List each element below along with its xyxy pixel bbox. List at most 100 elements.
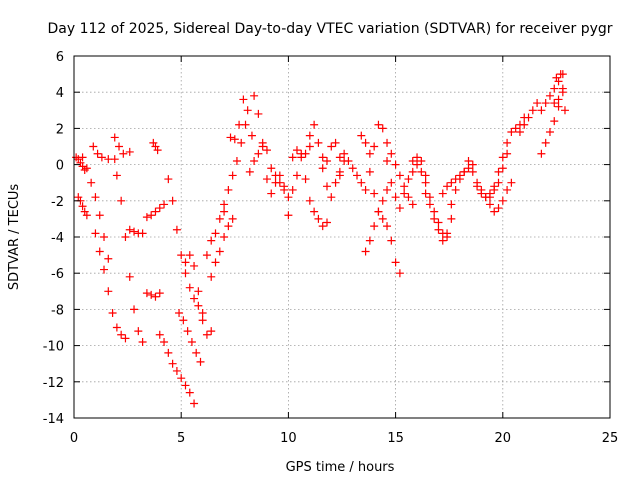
- data-point: [93, 149, 102, 158]
- data-point: [275, 171, 284, 180]
- y-tick-label: 6: [56, 50, 64, 65]
- data-point: [421, 178, 430, 187]
- data-point: [207, 236, 216, 245]
- data-point: [353, 171, 362, 180]
- data-point: [387, 236, 396, 245]
- data-point: [541, 138, 550, 147]
- data-point: [215, 247, 224, 256]
- data-point: [250, 156, 259, 165]
- data-point: [151, 207, 160, 216]
- data-point: [357, 131, 366, 140]
- data-point: [288, 153, 297, 162]
- data-point: [490, 207, 499, 216]
- data-point: [404, 175, 413, 184]
- data-point: [130, 227, 139, 236]
- data-point: [198, 309, 207, 318]
- data-point: [468, 160, 477, 169]
- data-point: [82, 211, 91, 220]
- data-point: [554, 77, 563, 86]
- data-point: [275, 178, 284, 187]
- data-point: [365, 149, 374, 158]
- data-point: [383, 156, 392, 165]
- data-point: [97, 153, 106, 162]
- data-point: [237, 138, 246, 147]
- data-point: [391, 258, 400, 267]
- data-point: [160, 337, 169, 346]
- data-point: [175, 309, 184, 318]
- data-point: [211, 229, 220, 238]
- data-point: [215, 214, 224, 223]
- data-point: [230, 135, 239, 144]
- data-point: [125, 147, 134, 156]
- data-point: [76, 158, 85, 167]
- data-point: [142, 213, 151, 222]
- data-point: [297, 149, 306, 158]
- data-point: [485, 200, 494, 209]
- data-point: [78, 153, 87, 162]
- data-points: [72, 70, 569, 408]
- data-point: [220, 200, 229, 209]
- data-point: [408, 167, 417, 176]
- x-tick-label: 20: [495, 431, 512, 446]
- data-point: [130, 305, 139, 314]
- y-tick-label: -2: [51, 195, 64, 210]
- data-point: [202, 251, 211, 260]
- data-point: [537, 149, 546, 158]
- data-point: [490, 182, 499, 191]
- data-point: [443, 229, 452, 238]
- data-point: [558, 84, 567, 93]
- data-point: [89, 142, 98, 151]
- data-point: [147, 290, 156, 299]
- data-point: [305, 131, 314, 140]
- data-point: [74, 155, 83, 164]
- data-point: [361, 185, 370, 194]
- data-point: [498, 164, 507, 173]
- data-point: [185, 251, 194, 260]
- data-point: [554, 95, 563, 104]
- data-point: [168, 196, 177, 205]
- data-point: [254, 149, 263, 158]
- data-point: [78, 162, 87, 171]
- data-point: [434, 225, 443, 234]
- data-point: [160, 200, 169, 209]
- data-point: [125, 225, 134, 234]
- data-point: [387, 149, 396, 158]
- data-point: [185, 388, 194, 397]
- chart-title: Day 112 of 2025, Sidereal Day-to-day VTE…: [47, 21, 612, 37]
- data-point: [220, 233, 229, 241]
- data-point: [155, 330, 164, 339]
- data-point: [138, 229, 147, 238]
- x-tick-label: 0: [70, 431, 78, 446]
- data-point: [438, 189, 447, 198]
- data-point: [515, 128, 524, 137]
- y-tick-label: 2: [56, 122, 64, 137]
- y-tick-label: -6: [51, 267, 64, 282]
- data-point: [80, 166, 89, 175]
- data-point: [473, 182, 482, 191]
- data-point: [460, 167, 469, 176]
- x-tick-label: 10: [280, 431, 297, 446]
- data-point: [545, 128, 554, 137]
- data-point: [537, 106, 546, 115]
- data-point: [550, 117, 559, 126]
- data-point: [202, 330, 211, 339]
- data-point: [112, 323, 121, 332]
- data-point: [190, 261, 199, 270]
- data-point: [177, 251, 186, 260]
- data-point: [477, 189, 486, 198]
- data-point: [541, 99, 550, 108]
- data-point: [451, 185, 460, 194]
- data-point: [134, 327, 143, 336]
- data-point: [292, 171, 301, 180]
- data-point: [228, 171, 237, 180]
- data-point: [100, 233, 109, 241]
- data-point: [220, 207, 229, 216]
- data-point: [305, 142, 314, 151]
- y-axis-label: SDTVAR / TECUs: [7, 184, 22, 291]
- y-axis-tick-labels: -14 -12 -10 -8 -6 -4 -2 0 2 4 6: [43, 50, 64, 427]
- data-point: [550, 99, 559, 108]
- data-point: [82, 164, 91, 173]
- y-tick-label: -4: [51, 231, 64, 246]
- data-point: [185, 283, 194, 292]
- data-point: [147, 211, 156, 220]
